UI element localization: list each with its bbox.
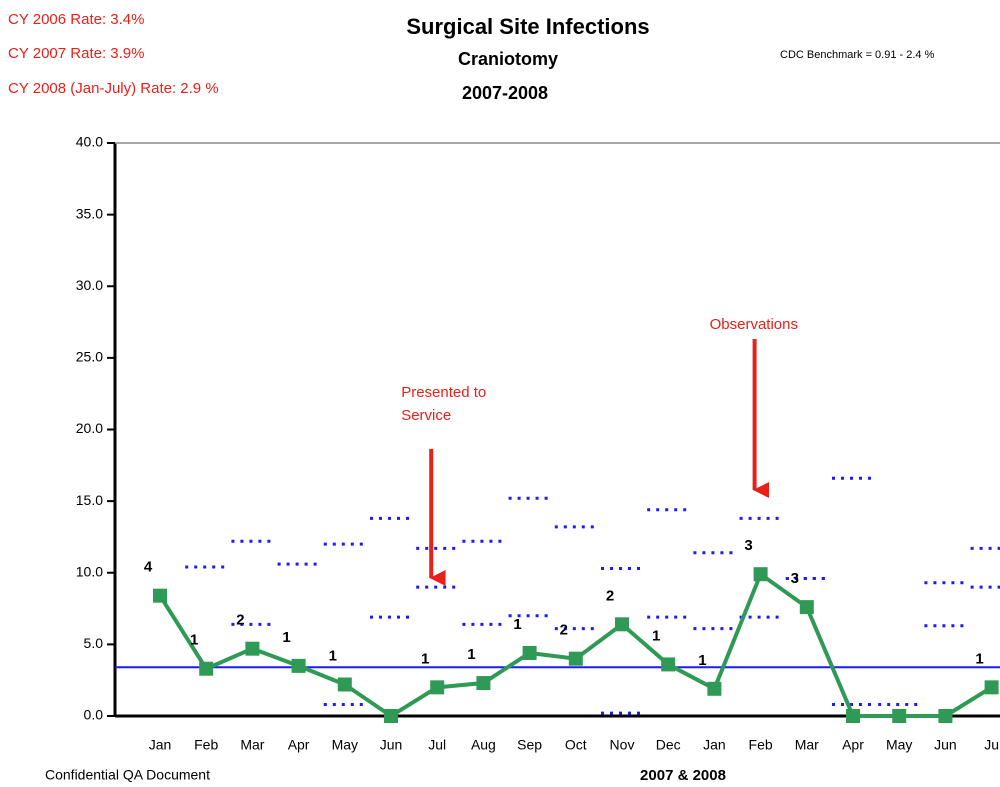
count-label: 2 (560, 622, 568, 639)
x-tick-label: May (886, 737, 912, 753)
data-point (476, 676, 491, 691)
x-tick-label: Jan (703, 737, 726, 753)
count-label: 1 (652, 627, 660, 644)
annotation: Service (401, 407, 451, 424)
y-tick-label: 35.0 (76, 205, 103, 221)
x-tick-label: Jan (149, 737, 172, 753)
count-label: 1 (329, 647, 337, 664)
y-tick-label: 5.0 (84, 635, 104, 651)
y-tick-label: 25.0 (76, 349, 103, 365)
annotation: Observations (710, 316, 798, 333)
data-point (199, 661, 214, 676)
data-point (522, 645, 537, 660)
x-tick-label: May (332, 737, 358, 753)
data-point (384, 709, 398, 723)
data-point (846, 709, 860, 723)
count-label: 2 (606, 587, 614, 604)
y-tick-label: 10.0 (76, 563, 103, 579)
data-point (984, 680, 999, 695)
x-tick-label: Nov (610, 737, 635, 753)
count-label: 1 (975, 650, 983, 667)
rate-text: CY 2006 Rate: 3.4% (8, 11, 144, 28)
x-tick-label: Jun (380, 737, 403, 753)
footer: Confidential QA Document (45, 767, 210, 783)
x-tick-label: Ju (984, 737, 999, 753)
y-tick-label: 0.0 (84, 707, 104, 723)
count-label: 1 (190, 632, 198, 649)
count-label: 1 (467, 646, 475, 663)
data-point (615, 617, 629, 632)
x-tick-label: Apr (288, 737, 310, 753)
x-tick-label: Apr (842, 737, 864, 753)
rate-text: CY 2008 (Jan-July) Rate: 2.9 % (8, 80, 219, 97)
x-tick-label: Jul (428, 737, 446, 753)
rate-text: CY 2007 Rate: 3.9% (8, 45, 144, 62)
data-point (153, 588, 167, 603)
data-point (707, 681, 722, 696)
count-label: 1 (421, 650, 429, 667)
x-tick-label: Oct (565, 737, 587, 753)
x-tick-label: Aug (471, 737, 496, 753)
data-point (753, 567, 768, 582)
data-point (291, 658, 306, 673)
y-tick-label: 30.0 (76, 277, 103, 293)
x-tick-label: Feb (194, 737, 218, 753)
count-label: 1 (282, 629, 290, 646)
data-point (337, 677, 352, 692)
x-tick-label: Dec (656, 737, 681, 753)
x-tick-label: Mar (240, 737, 264, 753)
y-tick-label: 15.0 (76, 492, 103, 508)
data-point (568, 651, 583, 666)
count-label: 3 (744, 537, 752, 554)
y-tick-label: 40.0 (76, 134, 103, 150)
x-tick-label: Sep (517, 737, 542, 753)
x-axis-label: 2007 & 2008 (640, 767, 726, 784)
count-label: 1 (513, 616, 521, 633)
count-label: 2 (236, 612, 244, 629)
subtitle: Craniotomy (458, 49, 558, 69)
benchmark-text: CDC Benchmark = 0.91 - 2.4 % (780, 49, 935, 61)
data-point (661, 657, 676, 672)
x-tick-label: Mar (795, 737, 819, 753)
annotation: Presented to (401, 384, 486, 401)
x-tick-label: Jun (934, 737, 957, 753)
y-tick-label: 20.0 (76, 420, 103, 436)
data-point (245, 641, 260, 656)
data-point (799, 600, 814, 615)
count-label: 4 (144, 559, 153, 576)
x-tick-label: Feb (749, 737, 773, 753)
data-point (430, 680, 445, 695)
subtitle: 2007-2008 (462, 83, 548, 103)
data-point (938, 709, 953, 723)
count-label: 1 (698, 652, 706, 669)
count-label: 3 (791, 570, 799, 587)
data-point (892, 709, 907, 723)
chart-title: Surgical Site Infections (406, 14, 649, 39)
